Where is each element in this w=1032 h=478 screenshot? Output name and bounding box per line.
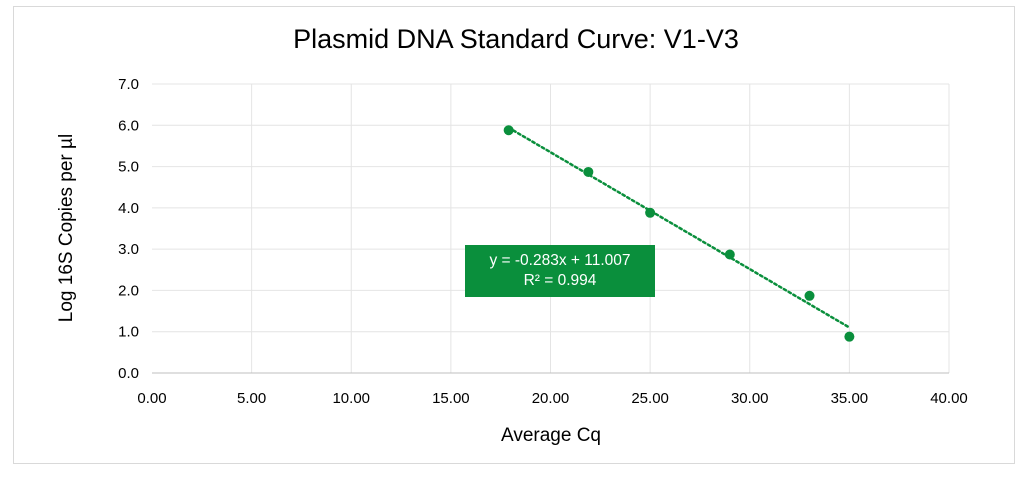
trendline-equation-box: y = -0.283x + 11.007 R² = 0.994 xyxy=(465,245,655,297)
data-point xyxy=(724,249,735,260)
data-point xyxy=(583,166,594,177)
x-tick-label: 25.00 xyxy=(631,390,669,407)
y-tick-label: 2.0 xyxy=(118,282,139,299)
x-tick-label: 40.00 xyxy=(930,390,968,407)
y-axis-label: Log 16S Copies per µl xyxy=(56,134,77,322)
axes: 0.00 5.00 10.00 15.00 20.00 25.00 30.00 35.00 40… xyxy=(118,76,968,407)
x-tick-label: 20.00 xyxy=(532,390,570,407)
data-point xyxy=(503,125,514,136)
gridlines xyxy=(152,83,950,373)
y-tick-label: 5.0 xyxy=(118,159,139,176)
x-tick-label: 10.00 xyxy=(332,390,370,407)
y-tick-label: 6.0 xyxy=(118,117,139,134)
chart-frame xyxy=(13,6,1015,464)
trendline-layer xyxy=(507,126,851,329)
r-squared-value: R² = 0.994 xyxy=(523,272,597,289)
x-tick-label: 30.00 xyxy=(731,390,769,407)
y-tick-label: 4.0 xyxy=(118,200,139,217)
y-tick-label: 1.0 xyxy=(118,324,139,341)
x-tick-label: 5.00 xyxy=(237,390,266,407)
chart-title: Plasmid DNA Standard Curve: V1-V3 xyxy=(293,24,739,54)
x-tick-label: 35.00 xyxy=(831,390,869,407)
data-point xyxy=(645,207,656,218)
x-tick-label: 0.00 xyxy=(137,390,166,407)
x-axis-label: Average Cq xyxy=(501,425,601,446)
y-tick-label: 7.0 xyxy=(118,76,139,93)
y-tick-label: 3.0 xyxy=(118,241,139,258)
trendline xyxy=(507,126,851,329)
data-points xyxy=(503,125,855,342)
y-tick-label: 0.0 xyxy=(118,365,139,382)
data-point xyxy=(844,331,855,342)
data-point xyxy=(804,290,815,301)
x-tick-label: 15.00 xyxy=(432,390,470,407)
trendline-equation: y = -0.283x + 11.007 xyxy=(489,252,631,269)
